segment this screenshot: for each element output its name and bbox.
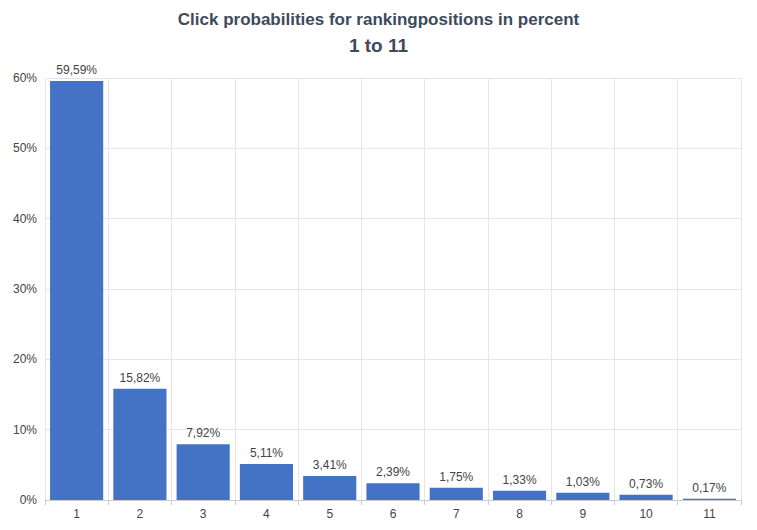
svg-text:1: 1 (73, 507, 80, 521)
svg-text:5,11%: 5,11% (250, 446, 283, 460)
svg-text:3,41%: 3,41% (313, 458, 347, 472)
svg-text:2,39%: 2,39% (376, 465, 410, 479)
svg-text:2: 2 (137, 507, 144, 521)
svg-text:7: 7 (453, 507, 460, 521)
svg-text:30%: 30% (13, 282, 37, 296)
svg-text:1,33%: 1,33% (503, 473, 537, 487)
svg-text:0,73%: 0,73% (629, 477, 663, 491)
svg-text:3: 3 (200, 507, 207, 521)
svg-text:20%: 20% (13, 352, 37, 366)
svg-text:0%: 0% (20, 493, 38, 507)
svg-text:4: 4 (263, 507, 270, 521)
svg-text:40%: 40% (13, 212, 37, 226)
svg-text:1 to 11: 1 to 11 (349, 35, 409, 56)
svg-text:10%: 10% (13, 423, 37, 437)
svg-text:11: 11 (703, 507, 716, 521)
svg-text:60%: 60% (13, 71, 37, 85)
svg-text:7,92%: 7,92% (186, 426, 220, 440)
svg-text:5: 5 (326, 507, 333, 521)
svg-text:9: 9 (579, 507, 586, 521)
svg-text:Click probabilities for rankin: Click probabilities for rankingpositions… (178, 10, 580, 29)
svg-text:59,59%: 59,59% (56, 63, 97, 77)
svg-text:1,75%: 1,75% (439, 470, 473, 484)
svg-text:1,03%: 1,03% (566, 475, 600, 489)
svg-text:6: 6 (390, 507, 397, 521)
svg-text:8: 8 (516, 507, 523, 521)
svg-text:0,17%: 0,17% (692, 481, 726, 495)
svg-text:50%: 50% (13, 141, 37, 155)
svg-text:15,82%: 15,82% (120, 371, 161, 385)
svg-text:10: 10 (639, 507, 653, 521)
